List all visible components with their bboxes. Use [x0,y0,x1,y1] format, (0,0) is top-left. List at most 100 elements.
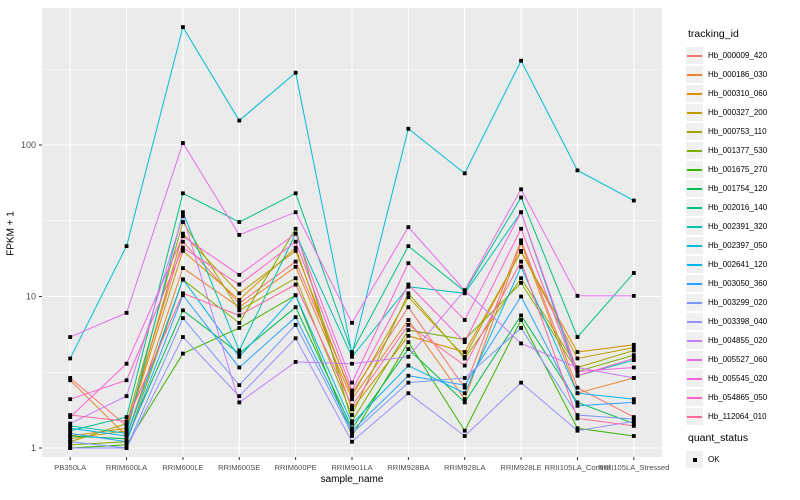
data-point [575,428,580,433]
legend-key [686,66,703,83]
data-point [293,293,298,298]
legend-item: Hb_000753_110 [686,122,798,141]
legend-item: Hb_002391_320 [686,217,798,236]
data-point [631,198,636,203]
data-point [462,428,467,433]
data-point [406,244,411,249]
data-point [181,291,185,296]
data-point [124,426,129,431]
data-point [519,318,523,322]
legend-item-label: Hb_004855_020 [708,336,768,345]
data-point [519,313,523,318]
data-point [575,369,580,374]
x-tick-label: RRIM901LA [331,463,373,472]
legend-key [686,85,703,102]
data-point [350,421,354,426]
legend-item: Hb_112064_010 [686,407,798,426]
data-point [631,376,636,380]
legend-item: Hb_003050_360 [686,274,798,293]
data-point [293,322,298,327]
data-point [519,276,523,281]
data-point [237,354,242,359]
data-point [68,356,73,361]
legend-item-label: Hb_112064_010 [708,412,767,421]
data-point [237,305,242,310]
data-point [293,226,298,231]
data-point [575,391,580,396]
data-point [124,442,129,447]
data-point [519,326,523,330]
data-point [293,210,298,215]
data-point [406,261,411,266]
data-point [237,233,242,237]
data-point [293,191,298,196]
data-point [181,351,185,356]
data-point [462,337,467,342]
legend-item-label: Hb_005527_060 [708,355,768,364]
data-point [631,400,636,405]
data-point [406,391,411,396]
data-point [462,397,467,402]
legend-item: Hb_001377_530 [686,141,798,160]
data-point [68,423,73,428]
legend-key [686,332,703,349]
data-point [181,214,185,218]
data-point [519,210,523,215]
data-point [462,363,467,368]
data-point [181,25,185,30]
data-point [406,318,411,322]
data-point [406,305,411,310]
legend-line-swatch-icon [687,415,702,418]
legend-key [686,408,703,425]
data-point [293,336,298,341]
data-point [124,434,129,438]
data-point [293,315,298,320]
legend-item-label: Hb_005545_020 [708,374,768,383]
data-point [68,428,73,433]
data-point [406,291,411,296]
data-point [519,241,523,246]
data-point [350,388,354,393]
data-point [575,385,580,390]
data-point [519,195,523,200]
data-point [350,407,354,412]
data-point [519,238,523,243]
data-point [68,439,73,444]
legend-line-swatch-icon [687,54,702,57]
x-tick-label: RRII105LA_Stressed [598,463,669,472]
data-point [462,383,467,388]
legend-key [686,180,703,197]
data-point [575,293,580,298]
data-point [181,191,185,196]
legend-item-label: Hb_002397_050 [708,241,768,250]
data-point [631,345,636,350]
data-point [237,118,242,123]
data-point [519,280,523,285]
x-tick-label: RRIM600SE [218,463,260,472]
data-point [519,58,523,63]
data-point [124,244,129,249]
data-point [124,439,129,444]
legend-item-label: Hb_002016_140 [708,203,768,212]
data-point [124,378,129,383]
data-point [68,434,73,438]
data-point [181,266,185,270]
data-point [462,288,467,293]
legend-item: Hb_000009_420 [686,46,798,65]
data-point [519,264,523,269]
data-point [575,356,580,361]
data-point [293,276,298,281]
legend-item-label: Hb_002641_120 [708,260,768,269]
data-point [406,295,411,300]
legend2-title: quant_status [688,432,749,444]
data-point [406,354,411,359]
legend-item: Hb_002016_140 [686,198,798,217]
data-point [631,397,636,402]
data-point [237,282,242,287]
data-point [406,284,411,289]
data-point [462,340,467,345]
legend-item: OK [686,450,798,469]
data-point [237,348,242,353]
x-tick-label: RRII105LA_Control [545,463,611,472]
legend-line-swatch-icon [687,263,702,266]
